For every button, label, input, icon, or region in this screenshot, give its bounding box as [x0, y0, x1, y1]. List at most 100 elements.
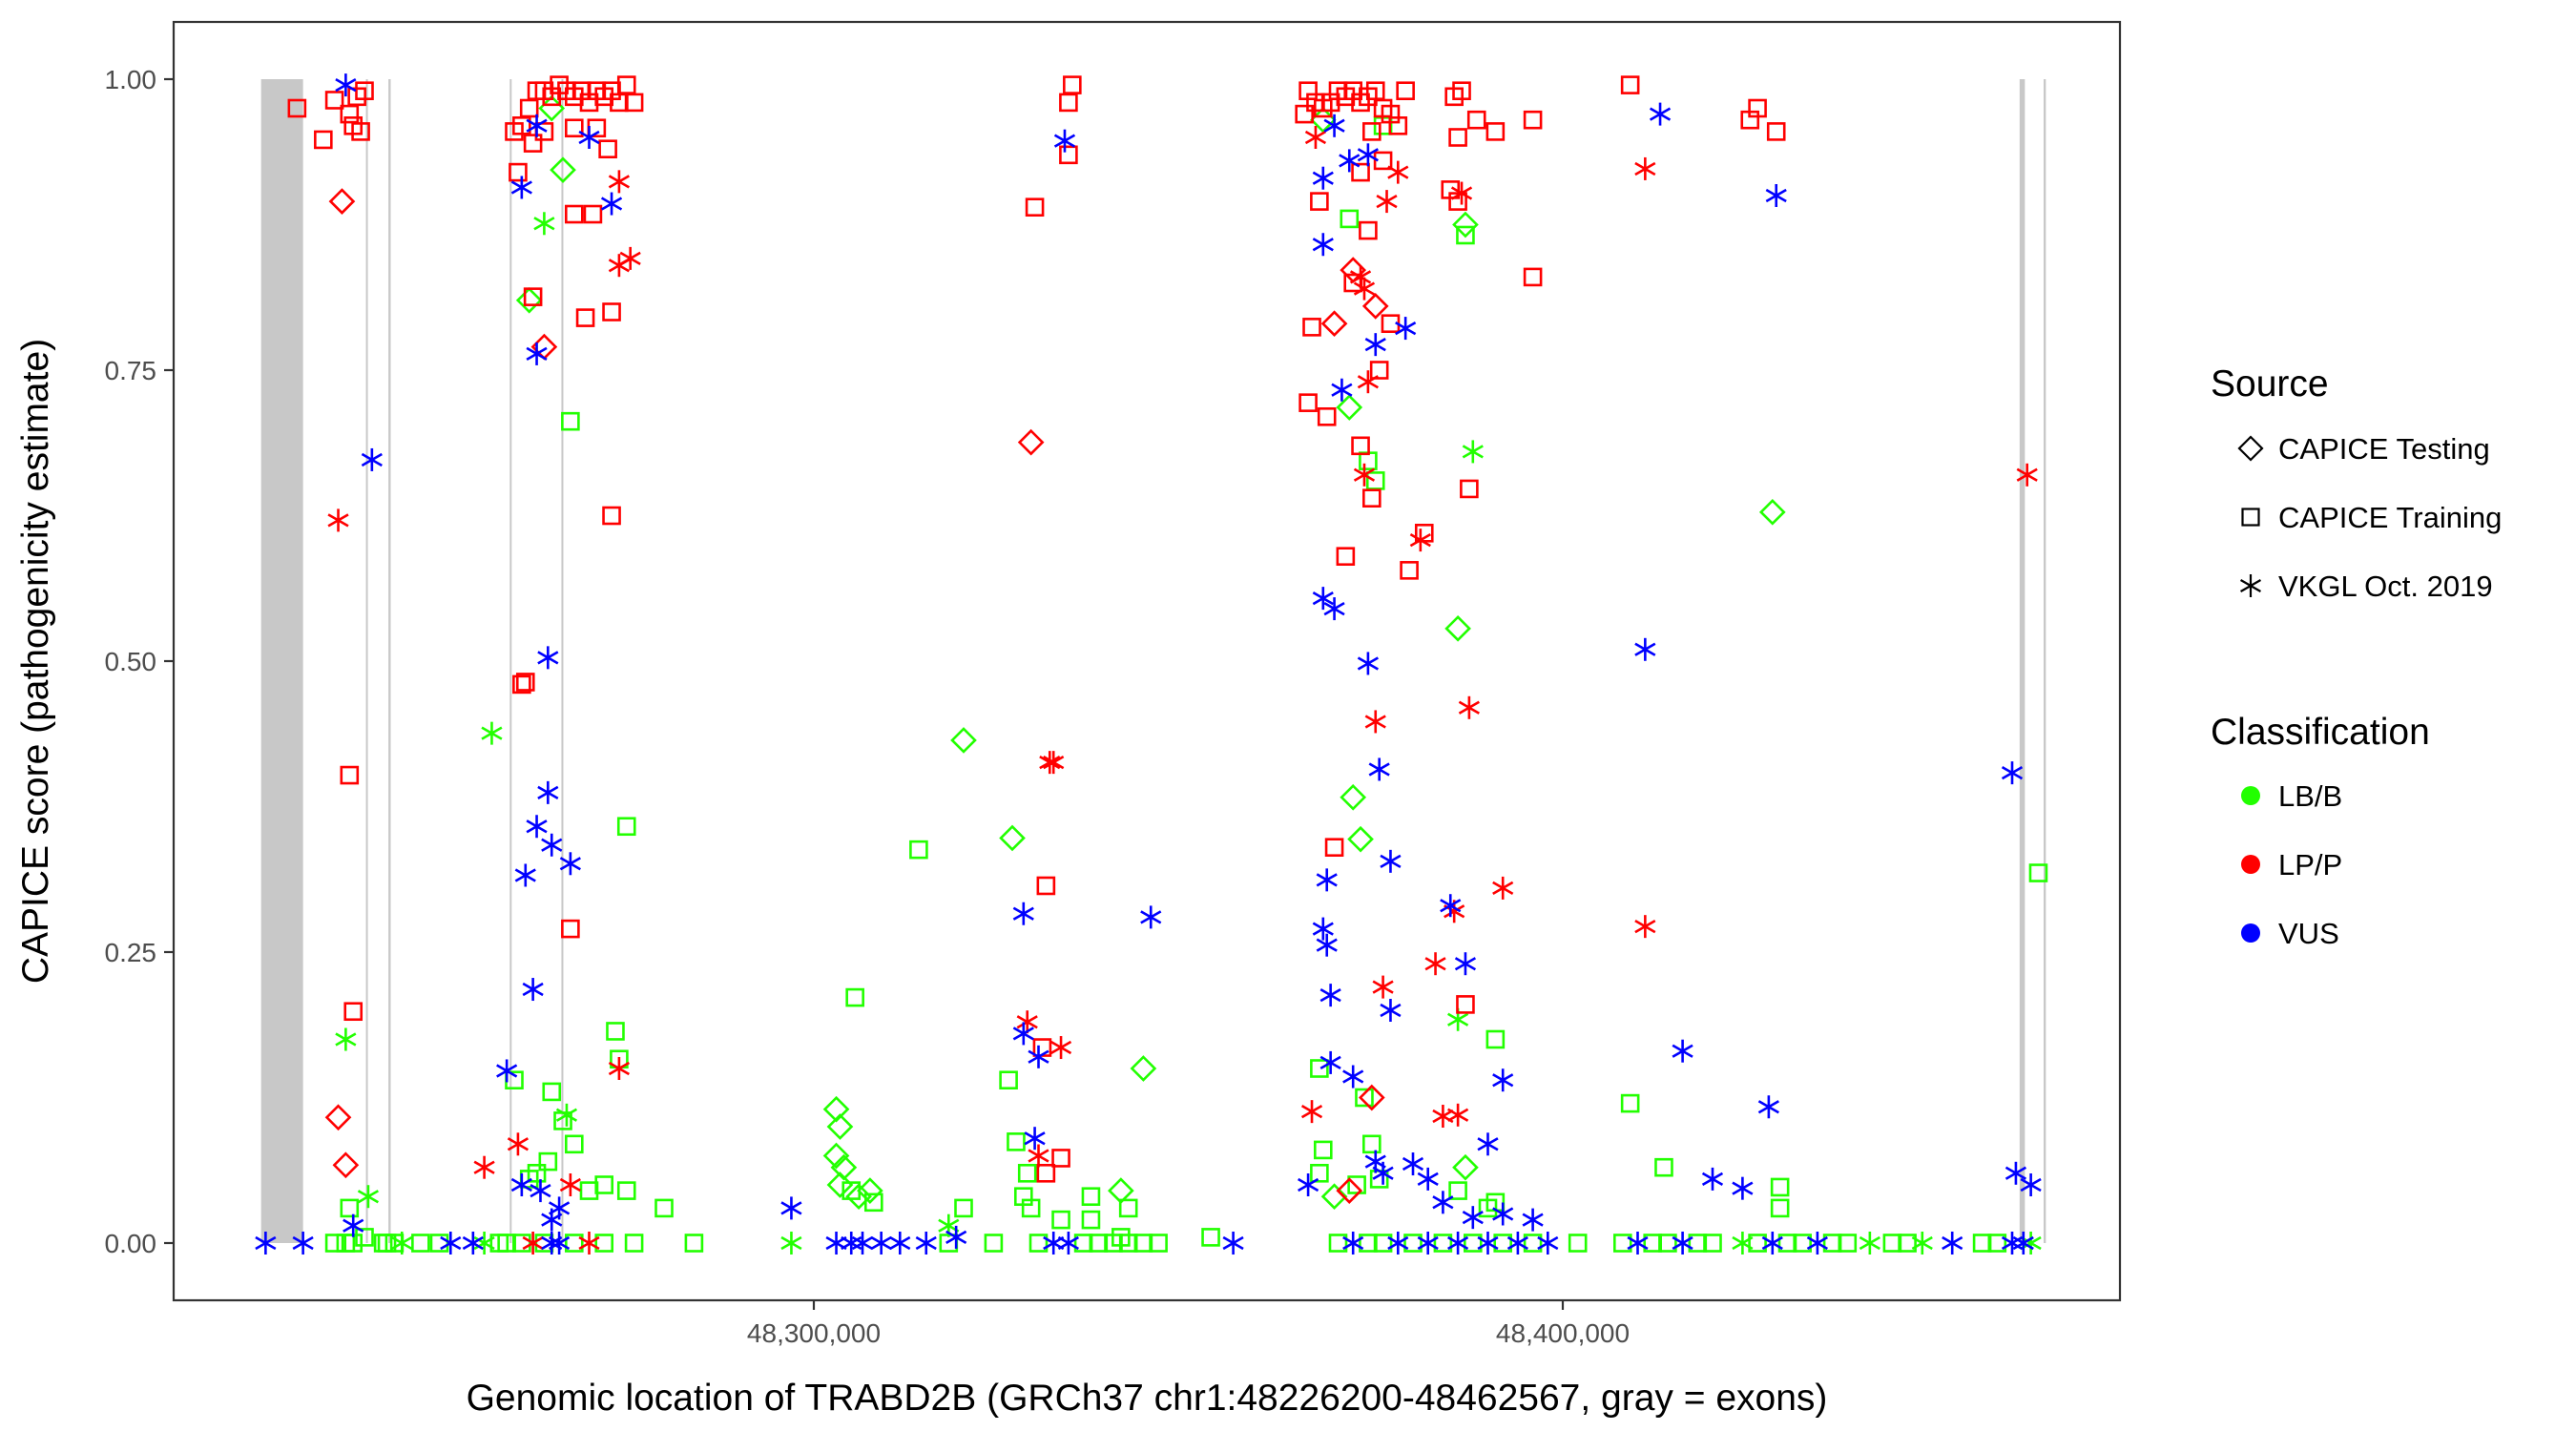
point-training-lb-b [1838, 1234, 1858, 1253]
point-training-lb-b [594, 1234, 614, 1253]
point-training-lb-b [1118, 1198, 1138, 1218]
point-testing-lb-b [1347, 825, 1374, 853]
point-testing-lp-p [328, 188, 356, 215]
point-training-lb-b [1028, 1234, 1049, 1253]
point-training-lp-p [1523, 267, 1543, 287]
point-training-lb-b [1355, 1088, 1374, 1108]
point-training-lb-b [564, 1234, 584, 1253]
point-training-lb-b [1972, 1234, 1992, 1253]
point-testing-lb-b [845, 1183, 872, 1211]
point-vkgl-vus [1454, 952, 1477, 976]
point-training-lp-p [1748, 98, 1767, 118]
point-training-lp-p [1336, 547, 1356, 567]
point-training-lp-p [575, 308, 595, 327]
point-vkgl-vus [1319, 984, 1341, 1007]
point-vkgl-vus [1432, 1191, 1454, 1214]
point-training-lb-b [1051, 1210, 1070, 1230]
point-training-lp-p [1051, 1149, 1070, 1168]
point-training-lb-b [1688, 1234, 1708, 1253]
point-training-lb-b [324, 1234, 344, 1253]
legend-source-title: Source [2211, 363, 2329, 404]
exon-bands [260, 79, 2046, 1243]
point-training-lb-b [1770, 1198, 1790, 1218]
point-vkgl-lp-p [1387, 160, 1409, 184]
point-training-lb-b [1882, 1234, 1902, 1253]
point-vkgl-lb-b [1911, 1232, 1933, 1255]
point-training-lb-b [1310, 1059, 1329, 1078]
point-vkgl-vus [1316, 868, 1338, 892]
point-training-lb-b [1359, 1234, 1378, 1253]
point-vkgl-lp-p [1357, 370, 1379, 394]
point-vkgl-vus [1380, 849, 1402, 873]
point-testing-lp-p [1361, 293, 1389, 320]
legend-key-testing-icon [2237, 435, 2264, 462]
point-training-lb-b [1456, 225, 1475, 245]
point-vkgl-vus [1522, 1208, 1544, 1232]
exon-band [2019, 79, 2025, 1243]
point-vkgl-vus [537, 780, 559, 804]
point-training-lb-b [1987, 1234, 2007, 1253]
point-vkgl-lp-p [1016, 1010, 1038, 1034]
point-training-lb-b [1493, 1234, 1512, 1253]
point-testing-lb-b [1452, 1153, 1479, 1181]
point-vkgl-vus [841, 1232, 862, 1255]
point-training-lb-b [1081, 1210, 1101, 1230]
legend-key-vkgl-icon [2240, 574, 2261, 597]
legend-source-label: VKGL Oct. 2019 [2278, 570, 2493, 603]
point-training-lp-p [1369, 361, 1389, 380]
point-training-lp-p [1523, 110, 1543, 130]
point-vkgl-vus [526, 815, 548, 839]
point-vkgl-vus [1312, 587, 1334, 611]
point-testing-lp-p [1320, 310, 1348, 338]
point-vkgl-vus [343, 1213, 364, 1237]
point-vkgl-vus [1765, 184, 1787, 207]
point-vkgl-lb-b [357, 1185, 380, 1209]
point-training-lp-p [1460, 479, 1479, 499]
point-vkgl-vus [541, 833, 563, 857]
point-vkgl-lp-p [1353, 277, 1376, 301]
point-training-lb-b [1654, 1157, 1673, 1177]
point-training-lb-b [1703, 1234, 1722, 1253]
point-training-lb-b [1362, 1134, 1381, 1154]
point-vkgl-vus [889, 1232, 911, 1255]
point-vkgl-vus [600, 192, 623, 216]
point-vkgl-vus [1028, 1045, 1049, 1068]
point-vkgl-lb-b [1859, 1232, 1880, 1255]
point-vkgl-vus [2020, 1173, 2042, 1196]
point-vkgl-lp-p [473, 1155, 495, 1179]
point-training-lb-b [1081, 1187, 1101, 1206]
point-training-lb-b [954, 1198, 973, 1218]
point-vkgl-vus [549, 1232, 571, 1255]
point-training-lp-p [1400, 561, 1419, 580]
point-training-lp-p [1620, 75, 1640, 94]
point-vkgl-vus [780, 1196, 802, 1220]
legend: Source CAPICE Testing CAPICE Training VKGL… [2211, 363, 2502, 950]
point-training-lb-b [1485, 1029, 1506, 1049]
point-vkgl-vus [1357, 652, 1379, 675]
point-vkgl-lb-b [533, 212, 555, 236]
point-training-lp-p [512, 674, 531, 695]
point-training-lp-p [624, 93, 644, 113]
point-vkgl-vus [526, 114, 548, 137]
point-testing-lp-p [1336, 1177, 1363, 1204]
point-training-lb-b [684, 1234, 704, 1253]
point-training-lp-p [512, 116, 531, 135]
point-vkgl-vus [870, 1232, 892, 1255]
point-training-lb-b [1448, 1181, 1467, 1200]
point-vkgl-vus [1298, 1173, 1319, 1196]
point-vkgl-vus [578, 126, 600, 149]
point-vkgl-vus [1537, 1232, 1559, 1255]
point-training-lp-p [324, 91, 344, 110]
point-vkgl-vus [1649, 102, 1672, 126]
point-vkgl-lp-p [1424, 952, 1446, 976]
point-training-lb-b [594, 1175, 614, 1194]
point-training-lp-p [564, 204, 584, 224]
y-tick-label: 0.75 [105, 356, 157, 385]
point-training-lp-p [561, 919, 580, 939]
point-training-lb-b [564, 1134, 584, 1154]
point-training-lb-b [1133, 1234, 1153, 1253]
point-vkgl-vus [1492, 1202, 1514, 1226]
point-training-lb-b [411, 1234, 430, 1253]
point-vkgl-lp-p [1409, 529, 1431, 552]
point-vkgl-vus [1506, 1232, 1528, 1255]
